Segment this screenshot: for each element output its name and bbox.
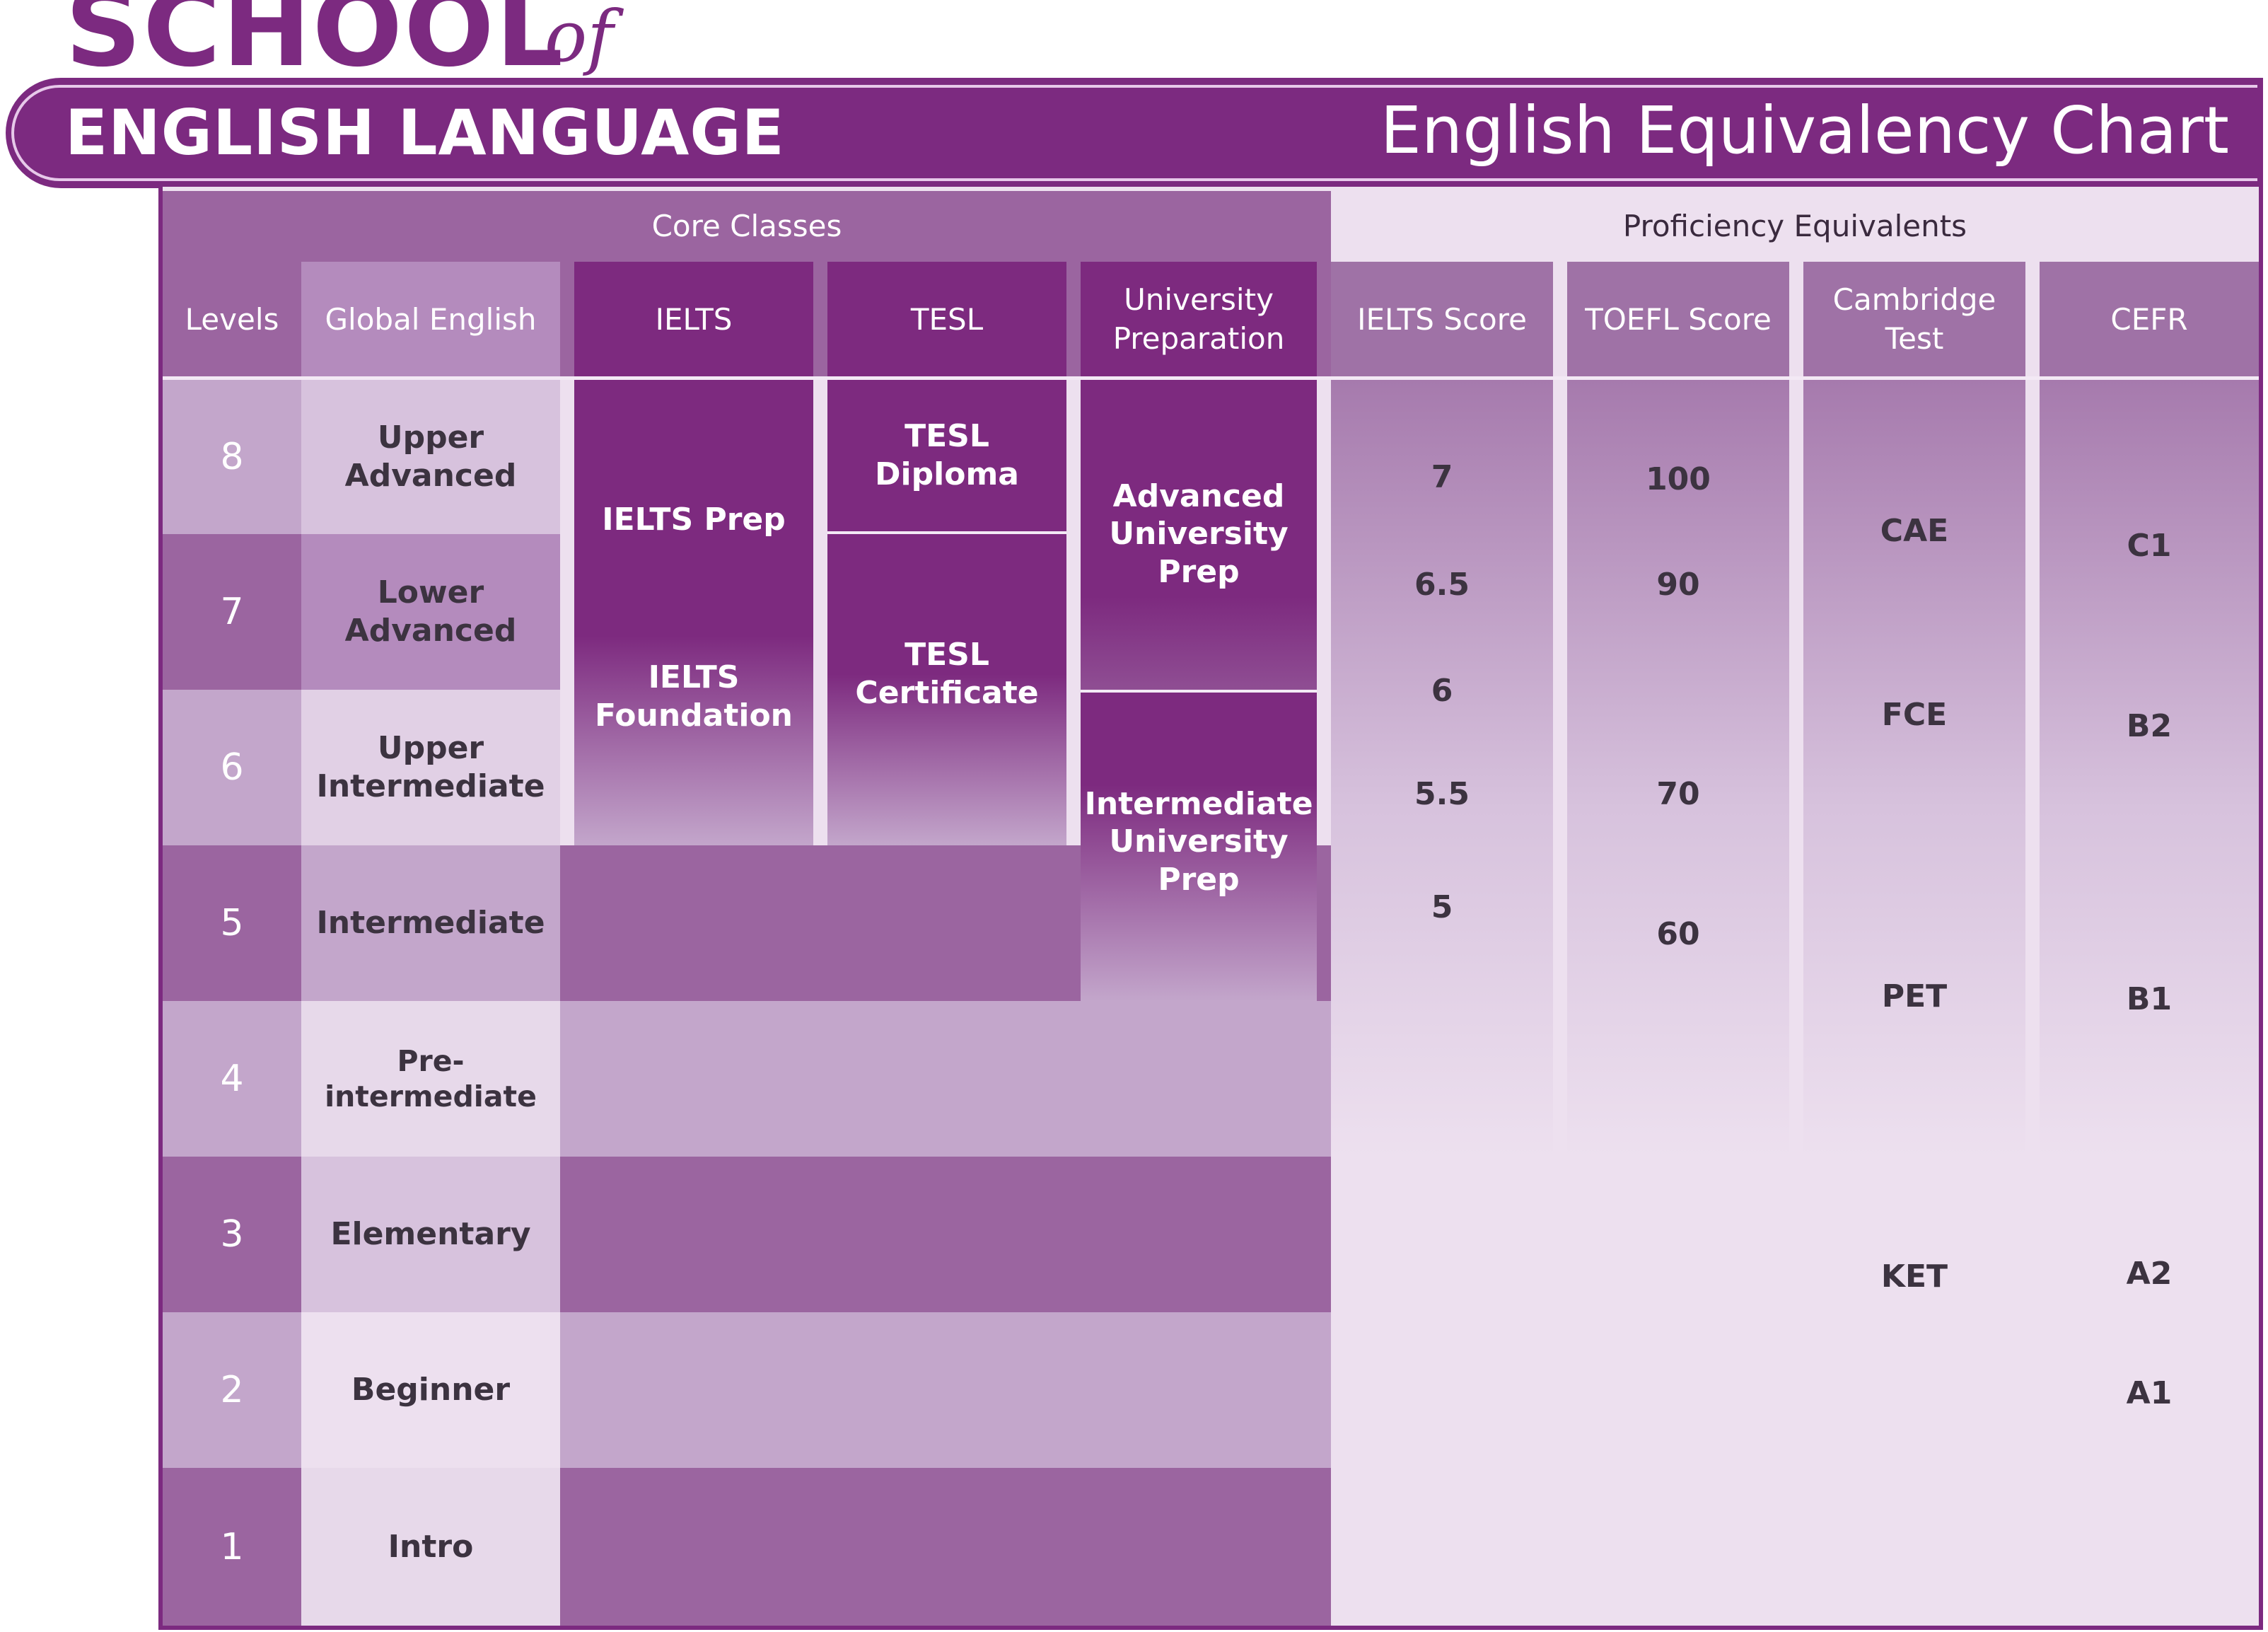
ielts-score-value: 5 xyxy=(1431,889,1453,926)
level-cell-8: 8 xyxy=(163,380,301,534)
ielts-foundation-course: IELTS Foundation xyxy=(595,659,793,734)
core-band-row-4 xyxy=(560,1001,1331,1157)
level-cell-3: 3 xyxy=(163,1157,301,1312)
ielts-score-column xyxy=(1331,380,1553,1158)
tesl-certificate-course: TESL Certificate xyxy=(855,636,1039,711)
core-classes-header: Core Classes xyxy=(163,191,1331,262)
ielts-score-value: 5.5 xyxy=(1414,776,1470,813)
column-header-ielts-score: IELTS Score xyxy=(1331,262,1553,378)
level-cell-5: 5 xyxy=(163,845,301,1001)
cambridge-test-value: PET xyxy=(1881,978,1948,1015)
ielts-prep-course: IELTS Prep xyxy=(602,502,786,538)
column-header-ielts: IELTS xyxy=(574,262,813,378)
level-cell-4: 4 xyxy=(163,1001,301,1157)
global-english-cell-2: Beginner xyxy=(301,1312,560,1468)
title-banner-outline xyxy=(11,85,2257,181)
column-header-cambridge-test: Cambridge Test xyxy=(1803,262,2025,378)
logo-of-text: of xyxy=(545,0,614,78)
cefr-value: A2 xyxy=(2126,1256,2173,1292)
level-cell-6: 6 xyxy=(163,690,301,845)
advanced-university-prep-course: Advanced University Prep xyxy=(1109,478,1289,590)
tesl-divider xyxy=(827,531,1066,534)
cefr-value: B2 xyxy=(2126,708,2173,745)
level-cell-2: 2 xyxy=(163,1312,301,1468)
header-divider xyxy=(163,376,2259,380)
cefr-value: B1 xyxy=(2126,981,2173,1018)
intermediate-university-prep-course: Intermediate University Prep xyxy=(1084,785,1313,898)
logo-language-text: ENGLISH LANGUAGE xyxy=(65,96,785,169)
global-english-cell-7: Lower Advanced xyxy=(301,534,560,690)
cefr-value: A1 xyxy=(2126,1375,2173,1412)
column-header-tesl: TESL xyxy=(827,262,1066,378)
column-header-university-preparation: University Preparation xyxy=(1081,262,1317,378)
ielts-score-value: 6.5 xyxy=(1414,567,1470,603)
core-band-row-3 xyxy=(560,1157,1331,1312)
ielts-column-block xyxy=(574,380,813,845)
cambridge-test-column xyxy=(1803,380,2025,1158)
toefl-score-value: 90 xyxy=(1656,567,1700,603)
page-title: English Equivalency Chart xyxy=(1380,93,2229,168)
title-banner xyxy=(6,78,2263,188)
advanced-university-prep-block xyxy=(1081,380,1317,690)
global-english-cell-1: Intro xyxy=(301,1468,560,1626)
column-header-toefl-score: TOEFL Score xyxy=(1567,262,1789,378)
core-band-row-2 xyxy=(560,1312,1331,1468)
global-english-cell-3: Elementary xyxy=(301,1157,560,1312)
column-header-levels: Levels xyxy=(163,262,301,378)
university-divider xyxy=(1081,690,1317,693)
global-english-cell-4: Pre-intermediate xyxy=(301,1001,560,1157)
proficiency-equivalents-header: Proficiency Equivalents xyxy=(1331,191,2259,262)
column-header-global-english: Global English xyxy=(301,262,560,378)
ielts-score-value: 7 xyxy=(1431,459,1453,496)
cambridge-test-value: CAE xyxy=(1880,513,1949,550)
level-cell-1: 1 xyxy=(163,1468,301,1626)
column-header-cefr: CEFR xyxy=(2040,262,2259,378)
core-band-row-1 xyxy=(560,1468,1331,1626)
toefl-score-column xyxy=(1567,380,1789,1158)
global-english-cell-8: Upper Advanced xyxy=(301,380,560,534)
tesl-certificate-block xyxy=(827,534,1066,845)
cefr-value: C1 xyxy=(2127,528,2172,565)
global-english-cell-6: Upper Intermediate xyxy=(301,690,560,845)
global-english-cell-5: Intermediate xyxy=(301,845,560,1001)
intermediate-university-prep-block xyxy=(1081,693,1317,1001)
tesl-diploma-course: TESL Diploma xyxy=(827,380,1066,531)
toefl-score-value: 60 xyxy=(1656,916,1700,953)
cambridge-test-value: FCE xyxy=(1881,697,1948,734)
cambridge-test-value: KET xyxy=(1880,1258,1948,1295)
toefl-score-value: 70 xyxy=(1656,776,1700,813)
toefl-score-value: 100 xyxy=(1646,461,1711,498)
level-cell-7: 7 xyxy=(163,534,301,690)
ielts-score-value: 6 xyxy=(1431,673,1453,710)
cefr-column xyxy=(2040,380,2259,1158)
logo-school-text: SCHOOL xyxy=(65,0,565,91)
